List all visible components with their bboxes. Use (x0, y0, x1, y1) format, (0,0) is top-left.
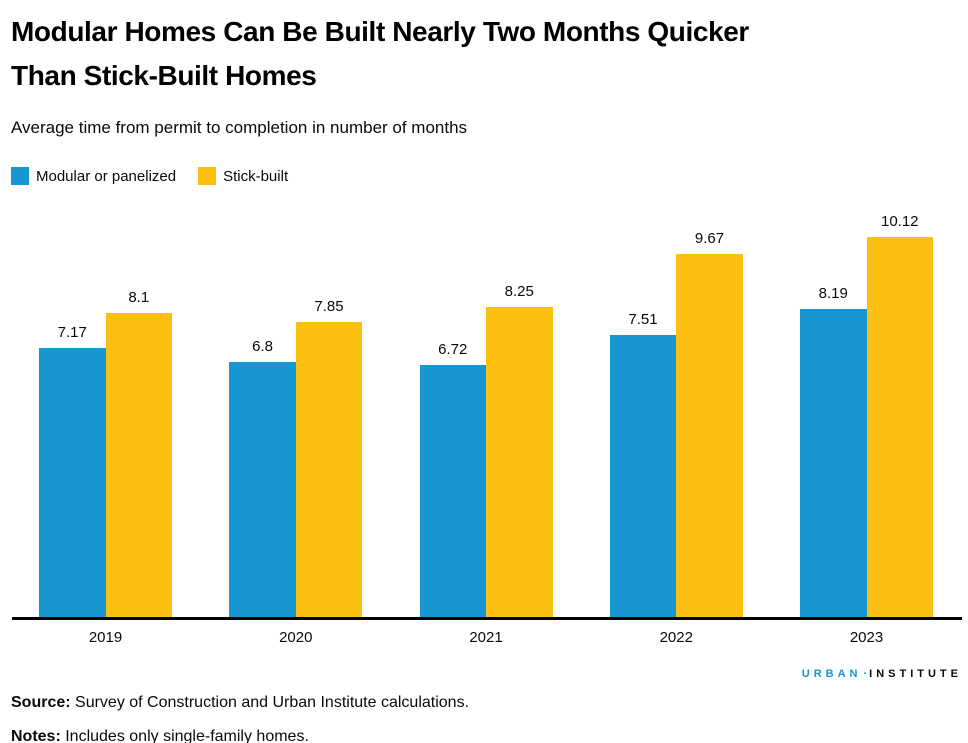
bar-chart: 7.17 8.1 6.8 7.85 6.72 8.25 7.51 9.67 8.19 10.12 … (12, 205, 962, 646)
chart-header: Modular Homes Can Be Built Nearly Two Mo… (0, 0, 968, 138)
bar-stick-built-2023: 10.12 (866, 213, 933, 617)
legend-swatch-modular-or-panelized (11, 167, 29, 185)
x-axis-label-2023: 2023 (849, 629, 884, 646)
logo-dot-separator: · (863, 668, 868, 680)
bar-modular-or-panelized-2023: 8.19 (800, 285, 867, 617)
bar-modular-or-panelized-2020: 6.8 (229, 338, 296, 617)
urban-institute-logo: URBAN · INSTITUTE (0, 668, 962, 680)
bar-value-label: 8.1 (128, 288, 150, 306)
bar-stick-built-2019: 8.1 (105, 289, 172, 617)
chart-title-line-2: Than Stick-Built Homes (11, 60, 317, 91)
bar-value-label: 8.25 (504, 283, 534, 301)
x-axis-label-2020: 2020 (279, 629, 313, 646)
bar-value-label: 8.19 (818, 285, 848, 303)
bar-slot: 6.72 (419, 205, 486, 617)
chart-subtitle: Average time from permit to completion i… (11, 118, 468, 137)
x-axis-label-2022: 2022 (659, 629, 693, 646)
source-text: Survey of Construction and Urban Institu… (70, 694, 470, 711)
notes-note: Notes: Includes only single-family homes… (11, 728, 968, 743)
bar-stick-built-2021: 8.25 (486, 283, 553, 617)
bar-group-2021: 6.72 8.25 (419, 205, 553, 617)
bar-slot: 8.25 (486, 205, 553, 617)
logo-urban-text: URBAN (801, 668, 862, 680)
bar-stick-built-2022: 9.67 (676, 230, 743, 617)
source-note: Source: Survey of Construction and Urban… (11, 694, 968, 712)
x-axis-labels: 2019 2020 2021 2022 2023 (12, 620, 962, 646)
bar-slot: 8.19 (800, 205, 867, 617)
bar-value-label: 7.17 (57, 323, 87, 341)
bar-value-label: 9.67 (694, 229, 725, 247)
bar-stick-built-2020: 7.85 (295, 298, 363, 617)
bar-slot: 7.51 (609, 205, 677, 617)
bar-group-2023: 8.19 10.12 (800, 205, 933, 617)
legend-label-modular-or-panelized: Modular or panelized (36, 167, 177, 185)
bar-slot: 6.8 (229, 205, 296, 617)
bar-modular-or-panelized-2022: 7.51 (609, 311, 677, 617)
bar-value-label: 7.85 (314, 298, 344, 316)
bar-group-2022: 7.51 9.67 (609, 205, 743, 617)
bar-slot: 9.67 (676, 205, 743, 617)
legend-swatch-stick-built (198, 167, 217, 185)
bar-slot: 7.17 (39, 205, 106, 617)
logo-institute-text: INSTITUTE (869, 668, 962, 680)
bar-group-2020: 6.8 7.85 (229, 205, 363, 617)
bar-slot: 8.1 (105, 205, 172, 617)
bar-value-label: 6.72 (438, 340, 468, 358)
legend-label-stick-built: Stick-built (223, 167, 289, 185)
plot-area: 7.17 8.1 6.8 7.85 6.72 8.25 7.51 9.67 8.19 10.12 (12, 205, 962, 620)
bar-slot: 10.12 (866, 205, 933, 617)
x-axis-label-2021: 2021 (469, 629, 503, 646)
bar-value-label: 7.51 (628, 311, 658, 328)
bar-modular-or-panelized-2019: 7.17 (39, 324, 106, 617)
x-axis-label-2019: 2019 (88, 629, 123, 646)
bar-value-label: 6.8 (252, 337, 273, 355)
bar-slot: 7.85 (295, 205, 363, 617)
source-label: Source: (11, 694, 71, 711)
legend: Modular or panelized Stick-built (11, 167, 968, 185)
legend-item-stick-built: Stick-built (198, 167, 288, 185)
notes-label: Notes: (11, 728, 61, 743)
notes-text: Includes only single-family homes. (60, 728, 309, 743)
bar-group-2019: 7.17 8.1 (39, 205, 172, 617)
chart-title-line-1: Modular Homes Can Be Built Nearly Two Mo… (11, 16, 749, 47)
bar-value-label: 10.12 (880, 212, 919, 230)
bar-modular-or-panelized-2021: 6.72 (419, 341, 486, 617)
legend-item-modular-or-panelized: Modular or panelized (11, 167, 176, 185)
